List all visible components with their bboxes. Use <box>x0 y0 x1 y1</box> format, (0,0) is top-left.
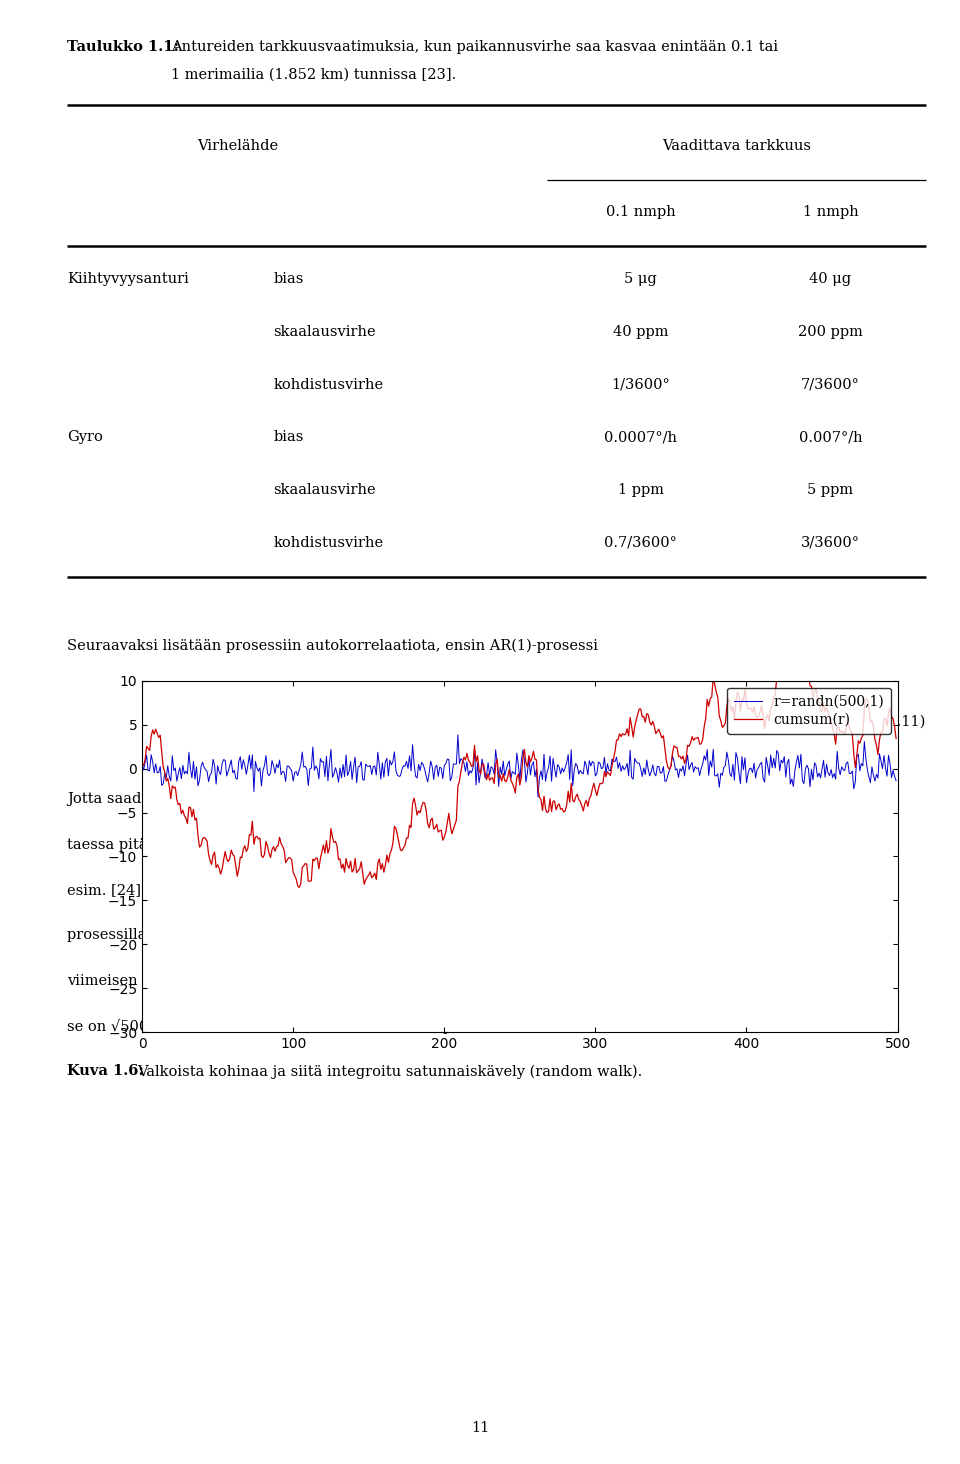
Text: bias: bias <box>274 430 304 445</box>
Text: Vaadittava tarkkuus: Vaadittava tarkkuus <box>662 139 811 154</box>
Text: (1.11): (1.11) <box>883 714 926 729</box>
Text: 0.1 nmph: 0.1 nmph <box>606 205 676 220</box>
Text: 5 ppm: 5 ppm <box>807 483 853 498</box>
r=randn(500,1) <box>547 750 559 767</box>
cumsum(r) <box>546 802 558 820</box>
cumsum(r) <box>294 878 305 896</box>
Text: Antureiden tarkkuusvaatimuksia, kun paikannusvirhe saa kasvaa enintään 0.1 tai: Antureiden tarkkuusvaatimuksia, kun paik… <box>171 40 778 54</box>
Legend: r=randn(500,1), cumsum(r): r=randn(500,1), cumsum(r) <box>727 688 891 733</box>
Text: bias: bias <box>274 272 304 287</box>
Text: Kiihtyvyysanturi: Kiihtyvyysanturi <box>67 272 189 287</box>
Text: Kuva 1.6:: Kuva 1.6: <box>67 1064 144 1079</box>
r=randn(500,1) <box>500 761 512 779</box>
Text: 1/3600°: 1/3600° <box>612 378 670 392</box>
r=randn(500,1) <box>136 755 148 773</box>
r=randn(500,1) <box>757 770 769 788</box>
r=randn(500,1) <box>532 788 543 805</box>
Text: prosessilla. Integroituna sarja saa hyvin isoja arvoja verrattuna edelliseen: In: prosessilla. Integroituna sarja saa hyvi… <box>67 928 767 943</box>
Line: r=randn(500,1): r=randn(500,1) <box>142 735 896 796</box>
cumsum(r) <box>496 773 508 791</box>
Text: Valkoista kohinaa ja siitä integroitu satunnaiskävely (random walk).: Valkoista kohinaa ja siitä integroitu sa… <box>137 1064 642 1079</box>
Text: taessa pitää ottaa x₀ jakaumasta N(0, σ²ₙ/(1−ρ²)), jotta stationäärisyys pätee ä: taessa pitää ottaa x₀ jakaumasta N(0, σ²… <box>67 837 812 852</box>
cumsum(r) <box>890 729 901 747</box>
Text: 1 merimailia (1.852 km) tunnissa [23].: 1 merimailia (1.852 km) tunnissa [23]. <box>171 67 456 82</box>
Text: 40 μg: 40 μg <box>809 272 852 287</box>
Text: 1 nmph: 1 nmph <box>803 205 858 220</box>
r=randn(500,1) <box>496 766 508 783</box>
Text: kohdistusvirhe: kohdistusvirhe <box>274 536 384 550</box>
Text: 0.7/3600°: 0.7/3600° <box>605 536 677 550</box>
cumsum(r) <box>587 780 598 798</box>
Text: 3/3600°: 3/3600° <box>801 536 860 550</box>
cumsum(r) <box>783 622 795 640</box>
Text: $x_t = \rho x_{t-1} + n_t.$: $x_t = \rho x_{t-1} + n_t.$ <box>421 714 539 733</box>
Text: esim. [24]). Valitaan ρ = 0.9 ja σ²ₙ = 1 − ρ², jolloin prosessilla on sama varia: esim. [24]). Valitaan ρ = 0.9 ja σ²ₙ = 1… <box>67 883 780 897</box>
Text: 200 ppm: 200 ppm <box>798 325 863 340</box>
r=randn(500,1) <box>452 726 464 744</box>
Text: Gyro: Gyro <box>67 430 103 445</box>
Text: skaalausvirhe: skaalausvirhe <box>274 483 376 498</box>
Text: viimeisen satunnaismuuttujan keskihajonta ≈ 96.5, ja korreloimattoman kohinan ta: viimeisen satunnaismuuttujan keskihajont… <box>67 974 766 988</box>
r=randn(500,1) <box>890 772 901 789</box>
Text: Taulukko 1.1:: Taulukko 1.1: <box>67 40 180 54</box>
cumsum(r) <box>136 755 148 773</box>
Text: 5 μg: 5 μg <box>624 272 658 287</box>
cumsum(r) <box>756 697 767 714</box>
Text: Jotta saadaan stationäärinen prosessi, vaaditaan, että |ρ| < 1. Prosessin realis: Jotta saadaan stationäärinen prosessi, v… <box>67 792 766 807</box>
Text: kohdistusvirhe: kohdistusvirhe <box>274 378 384 392</box>
Text: 1 ppm: 1 ppm <box>618 483 663 498</box>
cumsum(r) <box>876 723 887 741</box>
Text: se on √500 ≈ 22.4. Nämä lukemat tarkistetaan harjoituksissa.: se on √500 ≈ 22.4. Nämä lukemat tarkiste… <box>67 1019 529 1034</box>
Text: 0.0007°/h: 0.0007°/h <box>604 430 678 445</box>
Text: 0.007°/h: 0.007°/h <box>799 430 862 445</box>
Text: Virhelähde: Virhelähde <box>197 139 278 154</box>
Line: cumsum(r): cumsum(r) <box>142 631 896 887</box>
cumsum(r) <box>500 773 512 791</box>
r=randn(500,1) <box>876 752 887 770</box>
Text: Seuraavaksi lisätään prosessiin autokorrelaatiota, ensin AR(1)-prosessi: Seuraavaksi lisätään prosessiin autokorr… <box>67 638 598 653</box>
Text: 7/3600°: 7/3600° <box>801 378 860 392</box>
Text: 11: 11 <box>470 1420 490 1435</box>
r=randn(500,1) <box>588 754 600 772</box>
Text: 40 ppm: 40 ppm <box>613 325 668 340</box>
Text: skaalausvirhe: skaalausvirhe <box>274 325 376 340</box>
